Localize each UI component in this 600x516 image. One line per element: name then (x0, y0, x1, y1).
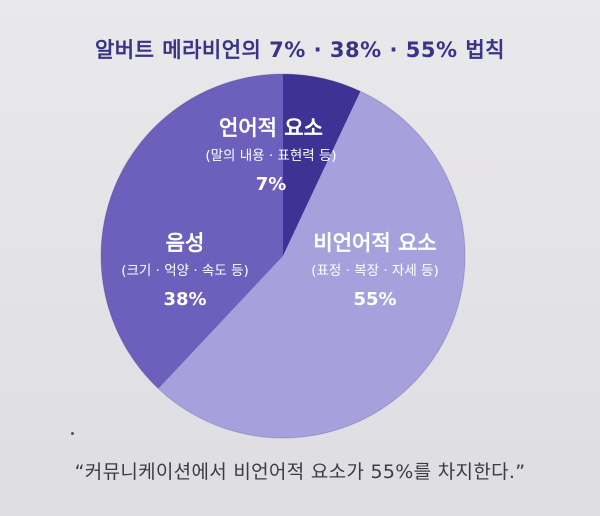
slice-value-label: 38% (163, 289, 206, 310)
slice-detail-label: (크기 · 억양 · 속도 등) (121, 263, 249, 279)
decorative-dot (71, 432, 74, 435)
slice-detail-label: (표정 · 복장 · 자세 등) (311, 263, 439, 279)
chart-title: 알버트 메라비언의 7% · 38% · 55% 법칙 (94, 38, 505, 62)
slice-label: 음성 (166, 231, 205, 255)
slice-value-label: 7% (256, 174, 287, 195)
quote-caption: “커뮤니케이션에서 비언어적 요소가 55%를 차지한다.” (74, 461, 526, 483)
pie-slice (100, 74, 283, 389)
slice-label: 언어적 요소 (219, 116, 323, 140)
slice-label: 비언어적 요소 (313, 231, 436, 255)
pie-slice (283, 74, 361, 256)
pie-outline (100, 73, 466, 439)
pie-slice (158, 91, 466, 439)
slice-detail-label: (말의 내용 · 표현력 등) (205, 148, 336, 164)
slice-value-label: 55% (353, 289, 396, 310)
